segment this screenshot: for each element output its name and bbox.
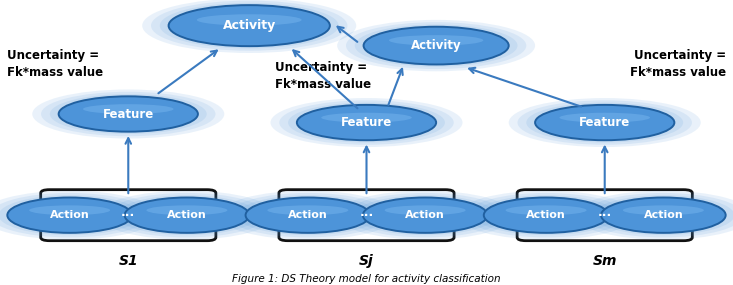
Ellipse shape <box>219 191 397 240</box>
Ellipse shape <box>147 205 227 215</box>
Ellipse shape <box>169 5 330 46</box>
Text: Action: Action <box>50 210 89 220</box>
Ellipse shape <box>354 195 496 235</box>
Ellipse shape <box>32 89 224 139</box>
Ellipse shape <box>364 27 509 64</box>
Ellipse shape <box>475 195 617 235</box>
Text: ···: ··· <box>121 209 136 222</box>
Text: Action: Action <box>526 210 566 220</box>
Ellipse shape <box>246 198 370 233</box>
Ellipse shape <box>50 94 207 134</box>
Ellipse shape <box>41 92 216 136</box>
Ellipse shape <box>321 113 412 123</box>
Text: Activity: Activity <box>223 19 276 32</box>
Ellipse shape <box>268 205 348 215</box>
Ellipse shape <box>237 195 379 235</box>
Ellipse shape <box>363 198 487 233</box>
Text: Uncertainty =
Fk*mass value: Uncertainty = Fk*mass value <box>7 49 103 79</box>
Ellipse shape <box>559 113 650 123</box>
Text: Feature: Feature <box>341 116 392 129</box>
Ellipse shape <box>125 198 249 233</box>
Text: Sm: Sm <box>592 254 617 268</box>
Text: Figure 1: DS Theory model for activity classification: Figure 1: DS Theory model for activity c… <box>232 274 501 284</box>
Ellipse shape <box>83 104 174 114</box>
Text: Action: Action <box>167 210 207 220</box>
Ellipse shape <box>59 96 198 132</box>
Ellipse shape <box>623 205 704 215</box>
Ellipse shape <box>355 25 517 67</box>
Ellipse shape <box>592 195 733 235</box>
Ellipse shape <box>337 20 535 71</box>
Text: S1: S1 <box>119 254 138 268</box>
Text: Activity: Activity <box>410 39 462 52</box>
Text: Sj: Sj <box>359 254 374 268</box>
Ellipse shape <box>288 103 445 142</box>
Ellipse shape <box>279 100 454 145</box>
Text: ···: ··· <box>359 209 374 222</box>
Ellipse shape <box>535 105 674 140</box>
Ellipse shape <box>151 1 347 51</box>
Ellipse shape <box>142 0 356 53</box>
Ellipse shape <box>345 193 505 237</box>
Text: Feature: Feature <box>579 116 630 129</box>
Ellipse shape <box>346 22 526 69</box>
Ellipse shape <box>0 195 141 235</box>
Text: Feature: Feature <box>103 107 154 121</box>
Ellipse shape <box>583 193 733 237</box>
Ellipse shape <box>107 193 267 237</box>
Ellipse shape <box>601 198 726 233</box>
Text: Action: Action <box>405 210 445 220</box>
Ellipse shape <box>336 191 514 240</box>
Text: Action: Action <box>644 210 683 220</box>
Ellipse shape <box>509 98 701 147</box>
Ellipse shape <box>389 35 483 46</box>
Ellipse shape <box>98 191 276 240</box>
Ellipse shape <box>385 205 465 215</box>
Text: ···: ··· <box>597 209 612 222</box>
Ellipse shape <box>270 98 463 147</box>
Ellipse shape <box>29 205 110 215</box>
Ellipse shape <box>297 105 436 140</box>
Ellipse shape <box>228 193 388 237</box>
Ellipse shape <box>116 195 258 235</box>
Ellipse shape <box>517 100 692 145</box>
Ellipse shape <box>0 191 158 240</box>
Ellipse shape <box>575 191 733 240</box>
Ellipse shape <box>526 103 683 142</box>
Ellipse shape <box>457 191 635 240</box>
Text: Uncertainty =
Fk*mass value: Uncertainty = Fk*mass value <box>630 49 726 79</box>
Ellipse shape <box>484 198 608 233</box>
Text: Action: Action <box>288 210 328 220</box>
Ellipse shape <box>506 205 586 215</box>
Ellipse shape <box>466 193 626 237</box>
Ellipse shape <box>160 3 339 48</box>
Ellipse shape <box>0 193 150 237</box>
Text: Uncertainty =
Fk*mass value: Uncertainty = Fk*mass value <box>275 60 371 91</box>
Ellipse shape <box>7 198 132 233</box>
Ellipse shape <box>196 14 302 26</box>
